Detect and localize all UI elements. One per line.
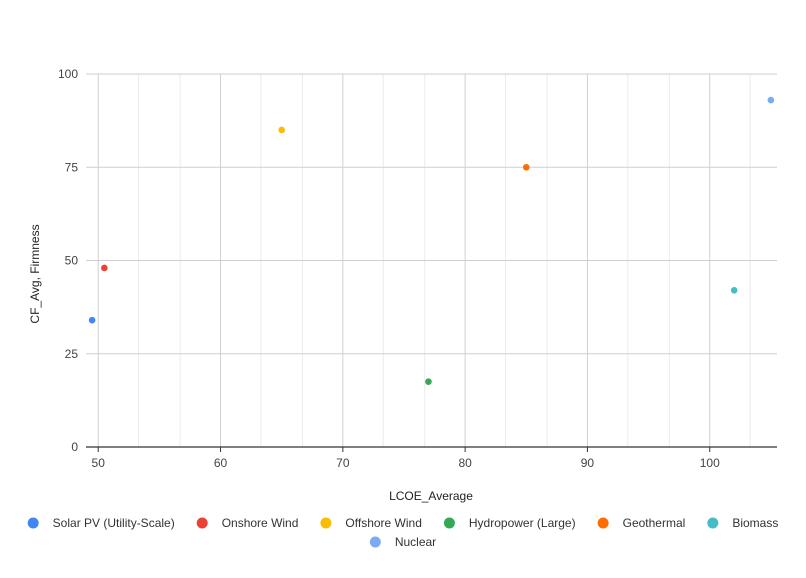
data-point-geothermal (522, 163, 530, 171)
data-point-nuclear (767, 96, 775, 104)
legend-marker (27, 517, 39, 529)
legend-item[interactable]: Offshore Wind (320, 516, 422, 530)
y-tick-label: 100 (58, 67, 78, 81)
y-axis-title: CF_Avg, Firmness (28, 224, 42, 323)
legend-marker (369, 536, 381, 548)
legend-item[interactable]: Biomass (707, 516, 778, 530)
legend-label: Solar PV (Utility-Scale) (53, 516, 175, 530)
legend-label: Biomass (732, 516, 778, 530)
x-tick-label: 80 (458, 456, 472, 470)
grid-lines (86, 73, 777, 447)
y-tick-label: 0 (71, 440, 78, 454)
data-point-biomass (730, 287, 738, 294)
legend-item[interactable]: Solar PV (Utility-Scale) (27, 516, 175, 530)
data-points (88, 96, 775, 386)
x-tick-label: 70 (336, 456, 350, 470)
legend-marker (597, 517, 609, 529)
legend-label: Hydropower (Large) (469, 516, 576, 530)
legend-item[interactable]: Nuclear (369, 535, 436, 549)
data-point-hydropower-large (425, 378, 432, 386)
legend-label: Nuclear (395, 535, 436, 549)
legend-label: Offshore Wind (345, 516, 421, 530)
legend-item[interactable]: Onshore Wind (196, 516, 299, 530)
y-tick-label: 25 (65, 347, 79, 361)
x-tick-label: 90 (581, 456, 595, 470)
axes: 50 60 70 80 90 100 0 25 50 75 100 (58, 67, 777, 470)
legend-marker (443, 517, 455, 529)
legend-item[interactable]: Hydropower (Large) (443, 516, 576, 530)
x-tick-label: 100 (700, 456, 720, 470)
legend-marker (707, 517, 719, 529)
legend-marker (320, 517, 332, 529)
data-point-onshore-wind (101, 264, 108, 272)
legend-label: Onshore Wind (222, 516, 299, 530)
legend-item[interactable]: Geothermal (597, 516, 686, 530)
legend-label: Geothermal (623, 516, 686, 530)
y-tick-label: 75 (65, 160, 79, 174)
legend-marker (196, 517, 208, 529)
legend: Solar PV (Utility-Scale) Onshore Wind Offs… (27, 516, 778, 549)
data-point-solar-pv-utility-scale (88, 316, 96, 324)
x-tick-label: 60 (214, 456, 228, 470)
y-tick-label: 50 (65, 254, 79, 268)
x-axis-title: LCOE_Average (389, 489, 473, 503)
data-point-offshore-wind (278, 126, 285, 134)
x-tick-label: 50 (92, 456, 106, 470)
